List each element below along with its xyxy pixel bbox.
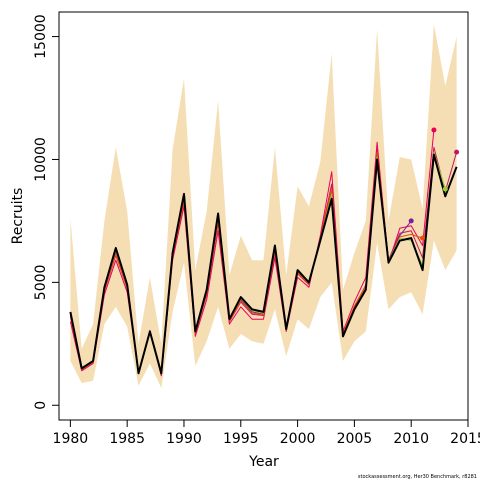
series-line-0 — [69, 153, 458, 375]
y-tick-label: 5000 — [33, 265, 49, 301]
x-tick-label: 1990 — [166, 431, 202, 447]
y-tick-label: 15000 — [33, 14, 49, 59]
y-tick-label: 0 — [33, 401, 49, 410]
series-layer — [69, 129, 458, 377]
end-marker-layer — [408, 127, 460, 241]
x-axis: 1980 1985 1990 1995 2000 2005 2010 2015 — [53, 419, 480, 447]
series-end-point-1 — [431, 127, 437, 133]
series-end-point-2 — [454, 149, 460, 155]
x-tick-label: 2015 — [450, 431, 480, 447]
x-tick-label: 1980 — [53, 431, 89, 447]
series-end-point-3 — [408, 218, 414, 224]
y-axis: 0 5000 10000 15000 — [33, 14, 60, 410]
x-tick-label: 2000 — [280, 431, 316, 447]
y-axis-title: Recruits — [10, 188, 26, 245]
series-end-point-4 — [420, 235, 426, 241]
y-tick-label: 10000 — [33, 137, 49, 182]
x-tick-label: 1985 — [109, 431, 145, 447]
x-axis-title: Year — [248, 454, 279, 470]
x-tick-label: 2010 — [393, 431, 429, 447]
x-tick-label: 2005 — [337, 431, 373, 447]
series-end-point-5 — [442, 186, 448, 192]
source-footnote: stockassessment.org, Her30 Benchmark, r8… — [358, 474, 477, 480]
confidence-band — [70, 24, 457, 389]
confidence-band-layer — [70, 24, 457, 389]
x-tick-label: 1995 — [223, 431, 259, 447]
